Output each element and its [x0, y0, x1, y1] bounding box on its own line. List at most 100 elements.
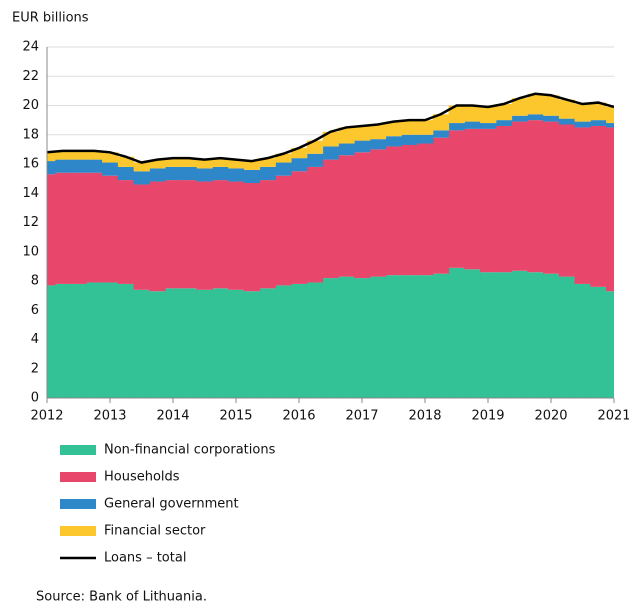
- area-segment: [47, 161, 56, 175]
- area-segment: [275, 285, 292, 398]
- y-tick-label: 6: [31, 303, 39, 318]
- area-segment: [401, 144, 418, 276]
- area-segment: [322, 131, 339, 147]
- area-segment: [606, 127, 614, 292]
- area-segment: [338, 143, 355, 156]
- area-segment: [165, 288, 182, 398]
- area-segment: [480, 123, 497, 129]
- area-segment: [180, 180, 198, 289]
- area-segment: [133, 162, 150, 172]
- area-segment: [86, 150, 103, 160]
- area-segment: [574, 283, 591, 398]
- area-segment: [228, 289, 245, 398]
- area-segment: [54, 283, 72, 398]
- area-segment: [448, 123, 465, 131]
- source: Source: Bank of Lithuania.: [36, 590, 207, 605]
- area-segment: [417, 143, 434, 276]
- area-segment: [47, 285, 56, 398]
- y-tick-label: 10: [22, 244, 39, 259]
- area-segment: [448, 267, 465, 398]
- area-segment: [464, 121, 481, 129]
- area-segment: [86, 282, 103, 398]
- area-segment: [448, 130, 465, 268]
- area-segment: [369, 124, 387, 140]
- area-segment: [527, 93, 544, 115]
- area-segment: [574, 104, 591, 122]
- area-segment: [432, 137, 450, 274]
- area-segment: [133, 289, 150, 398]
- area-segment: [243, 291, 261, 398]
- area-segment: [102, 282, 119, 398]
- y-tick-label: 20: [22, 98, 39, 113]
- area-segment: [70, 172, 87, 284]
- area-segment: [432, 114, 450, 131]
- area-segment: [527, 120, 544, 273]
- area-segment: [385, 121, 402, 137]
- x-tick-label: 2013: [93, 409, 126, 424]
- legend-label: General government: [104, 497, 239, 512]
- area-segment: [338, 127, 355, 144]
- area-segment: [54, 150, 72, 160]
- area-segment: [149, 181, 166, 292]
- area-segment: [417, 134, 434, 144]
- area-segment: [606, 106, 614, 124]
- area-segment: [480, 272, 497, 398]
- area-segment: [133, 171, 150, 185]
- area-segment: [558, 118, 576, 125]
- area-segment: [354, 125, 371, 141]
- area-segment: [117, 180, 135, 284]
- area-segment: [417, 275, 434, 398]
- x-tick-label: 2012: [30, 409, 63, 424]
- area-segment: [464, 128, 481, 270]
- area-segment: [149, 168, 166, 182]
- area-segment: [212, 158, 229, 167]
- plot-area: [47, 92, 614, 398]
- y-tick-label: 16: [22, 157, 39, 172]
- area-segment: [275, 175, 292, 286]
- area-segment: [354, 278, 371, 398]
- area-segment: [385, 275, 402, 398]
- area-segment: [196, 168, 213, 182]
- legend-swatch: [60, 526, 96, 536]
- area-segment: [511, 270, 528, 398]
- area-segment: [70, 283, 87, 398]
- area-segment: [86, 172, 103, 283]
- area-segment: [432, 273, 450, 398]
- area-segment: [306, 153, 324, 167]
- area-segment: [196, 159, 213, 169]
- area-segment: [543, 273, 560, 398]
- area-segment: [322, 278, 339, 398]
- legend-label: Households: [104, 470, 180, 485]
- area-segment: [291, 158, 308, 172]
- area-segment: [385, 136, 402, 147]
- area-segment: [574, 121, 591, 128]
- area-segment: [165, 158, 182, 167]
- area-segment: [70, 159, 87, 173]
- x-tick-label: 2021: [597, 409, 629, 424]
- area-segment: [291, 171, 308, 284]
- x-tick-label: 2020: [534, 409, 567, 424]
- x-tick-label: 2019: [471, 409, 504, 424]
- y-tick-label: 12: [22, 215, 39, 230]
- area-segment: [527, 272, 544, 398]
- x-tick-label: 2018: [408, 409, 441, 424]
- area-segment: [306, 282, 324, 398]
- area-segment: [196, 289, 213, 398]
- x-tick-label: 2017: [345, 409, 378, 424]
- area-segment: [606, 123, 614, 128]
- y-tick-label: 24: [22, 40, 39, 55]
- legend-label: Financial sector: [104, 524, 206, 539]
- legend-swatch: [60, 499, 96, 509]
- area-segment: [259, 288, 276, 398]
- area-segment: [243, 183, 261, 292]
- area-segment: [574, 127, 591, 284]
- area-segment: [543, 115, 560, 122]
- area-segment: [149, 291, 166, 398]
- area-segment: [354, 152, 371, 279]
- y-tick-label: 22: [22, 69, 39, 84]
- area-segment: [212, 288, 229, 398]
- area-segment: [432, 130, 450, 138]
- area-segment: [354, 140, 371, 153]
- area-segment: [102, 175, 119, 283]
